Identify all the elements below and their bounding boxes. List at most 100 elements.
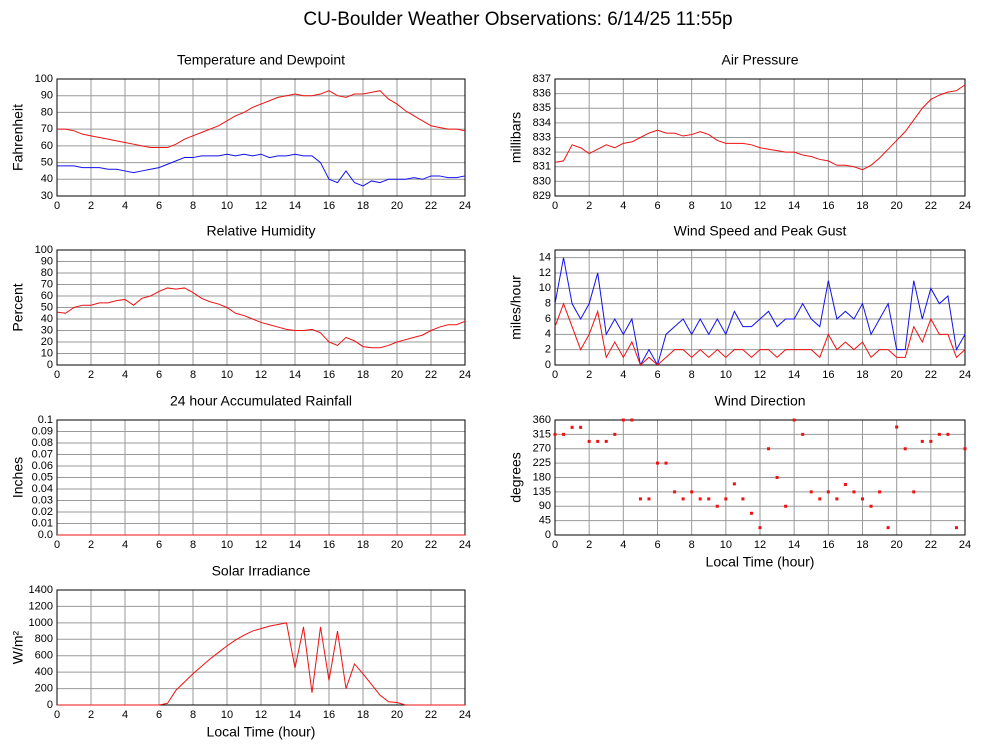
x-tick-label: 16 [323, 200, 335, 212]
data-point [724, 497, 728, 501]
y-axis-label: W/m² [10, 630, 26, 664]
chart-panel: 24 hour Accumulated Rainfall0.00.010.020… [10, 393, 471, 551]
x-tick-label: 14 [289, 709, 301, 721]
y-tick-label: 8 [545, 298, 551, 310]
data-point [570, 425, 574, 429]
data-point [698, 497, 702, 501]
data-point [920, 439, 924, 443]
x-tick-label: 18 [856, 539, 868, 551]
x-tick-label: 24 [959, 539, 971, 551]
plot-border [56, 78, 466, 197]
x-tick-label: 12 [754, 200, 766, 212]
x-tick-label: 2 [586, 200, 592, 212]
x-tick-label: 6 [654, 200, 660, 212]
data-point [741, 497, 745, 501]
data-line [56, 287, 466, 349]
y-tick-label: 831 [533, 161, 551, 173]
x-tick-label: 18 [856, 200, 868, 212]
data-point [912, 490, 916, 494]
y-tick-label: 0 [47, 359, 53, 371]
chart-title: 24 hour Accumulated Rainfall [170, 393, 352, 409]
y-axis-label: degrees [508, 452, 524, 503]
x-tick-label: 14 [788, 369, 800, 381]
x-tick-label: 18 [856, 369, 868, 381]
x-tick-label: 12 [255, 709, 267, 721]
data-point [707, 497, 711, 501]
x-tick-label: 4 [620, 200, 626, 212]
x-tick-label: 8 [190, 539, 196, 551]
data-point [715, 504, 719, 508]
y-tick-label: 90 [41, 90, 53, 102]
x-tick-label: 4 [122, 709, 128, 721]
x-tick-label: 14 [788, 200, 800, 212]
x-tick-label: 6 [654, 369, 660, 381]
data-point [937, 432, 941, 436]
x-tick-label: 8 [190, 709, 196, 721]
y-tick-label: 0 [47, 699, 53, 711]
data-point [861, 497, 864, 501]
x-tick-label: 2 [586, 369, 592, 381]
y-tick-label: 135 [533, 486, 551, 498]
x-tick-label: 0 [552, 200, 558, 212]
y-tick-label: 315 [533, 428, 551, 440]
data-point [929, 439, 933, 443]
data-point [638, 497, 642, 501]
y-tick-label: 0.02 [32, 506, 53, 518]
chart-title: Wind Speed and Peak Gust [674, 223, 847, 239]
x-tick-label: 4 [620, 539, 626, 551]
chart-panel: Solar Irradiance020040060080010001200140… [10, 563, 471, 740]
x-tick-label: 14 [788, 539, 800, 551]
y-tick-label: 0 [545, 359, 551, 371]
x-tick-label: 10 [720, 200, 732, 212]
y-tick-label: 225 [533, 457, 551, 469]
y-tick-label: 800 [35, 633, 53, 645]
data-point [613, 432, 617, 436]
page-title: CU-Boulder Weather Observations: 6/14/25… [303, 9, 732, 30]
data-point [690, 490, 694, 494]
data-point [878, 490, 882, 494]
x-tick-label: 12 [255, 369, 267, 381]
x-tick-label: 10 [221, 369, 233, 381]
y-tick-label: 1200 [29, 600, 53, 612]
y-tick-label: 200 [35, 682, 53, 694]
y-tick-label: 360 [533, 414, 551, 426]
x-tick-label: 20 [391, 369, 403, 381]
data-point [954, 526, 958, 530]
y-tick-label: 0.04 [32, 483, 53, 495]
x-axis-label: Local Time (hour) [207, 724, 316, 740]
x-tick-label: 10 [221, 200, 233, 212]
data-line [554, 84, 966, 171]
data-point [963, 447, 967, 451]
y-tick-label: 100 [35, 73, 53, 85]
x-tick-label: 6 [654, 539, 660, 551]
plot-border [554, 78, 966, 197]
x-tick-label: 22 [425, 200, 437, 212]
y-tick-label: 270 [533, 443, 551, 455]
data-point [835, 497, 839, 501]
data-line [554, 257, 966, 367]
x-tick-label: 6 [156, 369, 162, 381]
x-tick-label: 6 [156, 200, 162, 212]
data-point [784, 504, 788, 508]
x-tick-label: 24 [459, 709, 471, 721]
y-tick-label: 60 [41, 140, 53, 152]
y-tick-label: 30 [41, 190, 53, 202]
y-tick-label: 80 [41, 267, 53, 279]
chart-title: Relative Humidity [207, 223, 316, 239]
data-point [758, 526, 762, 530]
data-point [647, 497, 651, 501]
y-tick-label: 0 [545, 529, 551, 541]
y-tick-label: 4 [545, 328, 551, 340]
x-tick-label: 6 [156, 539, 162, 551]
data-line [57, 90, 466, 149]
x-tick-label: 4 [122, 539, 128, 551]
x-tick-label: 22 [925, 200, 937, 212]
y-axis-label: millibars [508, 112, 524, 163]
x-tick-label: 16 [822, 200, 834, 212]
y-tick-label: 0.03 [32, 494, 53, 506]
data-point [562, 432, 566, 436]
y-tick-label: 0.1 [38, 414, 53, 426]
chart-panel: Relative Humidity01020304050607080901000… [10, 223, 471, 381]
